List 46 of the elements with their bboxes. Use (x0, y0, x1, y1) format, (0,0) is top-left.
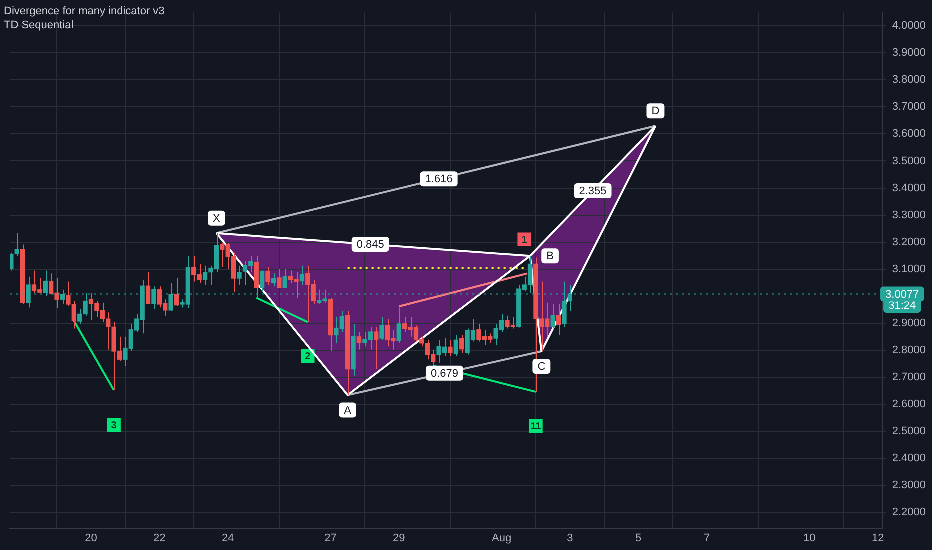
y-tick-label: 2.9000 (892, 317, 926, 330)
y-tick-label: 2.2000 (892, 506, 926, 519)
annotation: 1.616 (425, 174, 453, 186)
annotation: 0.845 (356, 239, 384, 252)
y-tick-label: 3.7000 (892, 101, 926, 114)
x-tick-label: 22 (154, 532, 166, 544)
x-tick-label: 12 (872, 532, 884, 544)
annotation: B (546, 250, 554, 263)
annotation: 3 (111, 420, 118, 432)
annotation: Divergence for many indicator v3 (4, 6, 165, 18)
annotation: TD Sequential (4, 20, 74, 32)
y-tick-label: 3.4000 (892, 182, 926, 194)
annotation: C (538, 361, 546, 374)
ref-line-label: 3.0077 (886, 288, 920, 301)
y-tick-label: 3.6000 (892, 128, 926, 140)
y-tick-label: 2.8000 (892, 344, 926, 356)
y-tick-label: 3.8000 (892, 74, 926, 86)
y-tick-label: 2.4000 (892, 452, 926, 465)
annotation: 31:24 (888, 300, 916, 312)
x-tick-label: 3 (567, 532, 574, 544)
annotation: 1 (522, 234, 528, 246)
annotation: D (652, 106, 660, 118)
x-tick-label: 10 (804, 532, 816, 544)
annotation: A (344, 404, 352, 417)
x-tick-label: 20 (85, 532, 98, 544)
annotation: 11 (530, 421, 542, 432)
y-tick-label: 3.3000 (892, 209, 926, 222)
annotation: 2 (305, 352, 312, 363)
x-tick-label: 5 (636, 532, 642, 544)
y-tick-label: 2.3000 (892, 480, 926, 492)
annotation: 0.679 (430, 368, 459, 380)
y-tick-label: 3.1000 (892, 263, 926, 276)
x-tick-label: 24 (222, 532, 234, 544)
x-tick-label: 29 (393, 532, 406, 544)
x-tick-label: 27 (324, 532, 337, 544)
x-tick-label: Aug (492, 532, 512, 544)
y-tick-label: 4.0000 (892, 20, 926, 32)
y-tick-label: 3.9000 (892, 47, 926, 60)
y-tick-label: 2.7000 (892, 371, 926, 384)
y-tick-label: 3.5000 (892, 155, 926, 168)
annotation: X (213, 212, 222, 225)
y-tick-label: 2.6000 (892, 398, 926, 411)
annotation: 2.355 (579, 186, 607, 198)
y-tick-label: 2.5000 (892, 426, 926, 438)
y-tick-label: 3.2000 (892, 236, 926, 248)
x-tick-label: 7 (704, 532, 710, 544)
